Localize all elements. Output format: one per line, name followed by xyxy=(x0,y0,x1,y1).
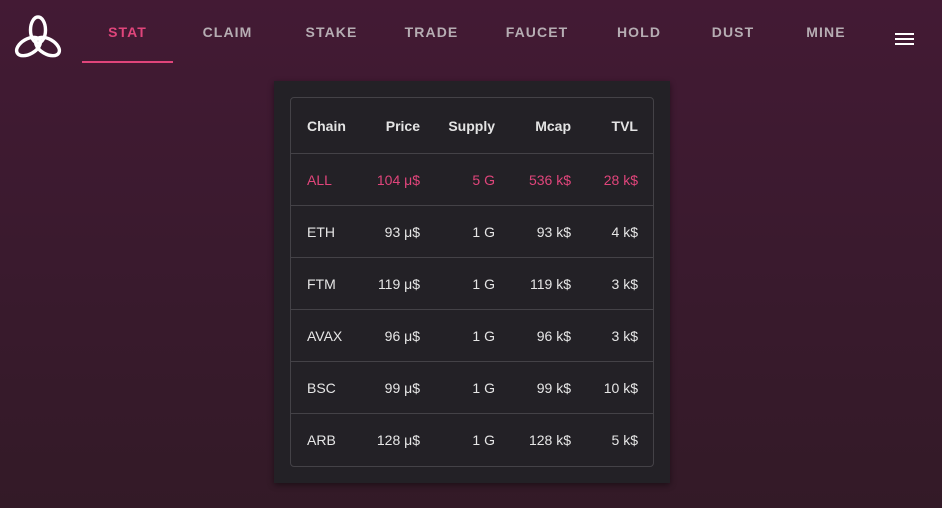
cell-mcap: 128 k$ xyxy=(528,432,571,448)
cell-tvl: 3 k$ xyxy=(611,275,638,292)
cell-price: 93 μ$ xyxy=(384,223,420,240)
column-header-price[interactable]: Price xyxy=(385,117,420,134)
column-header-supply[interactable]: Supply xyxy=(448,117,495,134)
cell-mcap: 93 k$ xyxy=(536,223,571,240)
tab-stake[interactable]: STAKE xyxy=(305,24,358,40)
cell-chain: BSC xyxy=(307,379,336,396)
cell-tvl: 5 k$ xyxy=(611,432,638,448)
cell-tvl: 10 k$ xyxy=(603,379,638,396)
cell-price: 119 μ$ xyxy=(377,275,420,292)
cell-supply: 5 G xyxy=(472,171,495,188)
table-row-all: ALL 104 μ$ 5 G 536 k$ 28 k$ xyxy=(291,154,653,206)
cell-price: 128 μ$ xyxy=(376,432,420,448)
cell-mcap: 96 k$ xyxy=(536,327,571,344)
cell-price: 99 μ$ xyxy=(384,379,420,396)
cell-mcap: 119 k$ xyxy=(530,275,571,292)
stats-table: Chain Price Supply Mcap TVL ALL 104 μ$ 5… xyxy=(290,97,654,467)
cell-supply: 1 G xyxy=(472,379,495,396)
tab-mine[interactable]: MINE xyxy=(806,24,846,40)
nav-tabs: STAT CLAIM STAKE TRADE FAUCET HOLD DUST … xyxy=(82,0,872,64)
cell-supply: 1 G xyxy=(472,327,495,344)
column-header-tvl[interactable]: TVL xyxy=(611,117,638,134)
cell-tvl: 3 k$ xyxy=(611,327,638,344)
table-header-row: Chain Price Supply Mcap TVL xyxy=(291,98,653,154)
table-row-bsc: BSC 99 μ$ 1 G 99 k$ 10 k$ xyxy=(291,362,653,414)
tab-faucet[interactable]: FAUCET xyxy=(505,24,569,40)
tab-trade[interactable]: TRADE xyxy=(404,24,459,40)
cell-tvl: 28 k$ xyxy=(603,171,638,188)
table-row-ftm: FTM 119 μ$ 1 G 119 k$ 3 k$ xyxy=(291,258,653,310)
cell-price: 104 μ$ xyxy=(376,171,420,188)
tab-hold[interactable]: HOLD xyxy=(616,24,662,40)
tab-dust[interactable]: DUST xyxy=(711,24,755,40)
column-header-chain[interactable]: Chain xyxy=(307,117,346,134)
column-header-mcap[interactable]: Mcap xyxy=(535,117,571,134)
tab-stat[interactable]: STAT xyxy=(82,0,173,64)
table-row-eth: ETH 93 μ$ 1 G 93 k$ 4 k$ xyxy=(291,206,653,258)
cell-price: 96 μ$ xyxy=(384,327,420,344)
cell-mcap: 536 k$ xyxy=(528,171,571,188)
cell-supply: 1 G xyxy=(472,432,495,448)
cell-supply: 1 G xyxy=(472,223,495,240)
cell-chain: ARB xyxy=(307,432,336,448)
cell-supply: 1 G xyxy=(472,275,495,292)
table-row-arb: ARB 128 μ$ 1 G 128 k$ 5 k$ xyxy=(291,414,653,466)
table-row-avax: AVAX 96 μ$ 1 G 96 k$ 3 k$ xyxy=(291,310,653,362)
hamburger-menu-icon[interactable] xyxy=(888,27,920,51)
cell-mcap: 99 k$ xyxy=(536,379,571,396)
app-bar: STAT CLAIM STAKE TRADE FAUCET HOLD DUST … xyxy=(0,0,942,76)
cell-chain: ETH xyxy=(307,223,335,240)
triquetra-logo-icon[interactable] xyxy=(12,14,64,62)
cell-chain: AVAX xyxy=(307,327,343,344)
tab-claim[interactable]: CLAIM xyxy=(202,24,253,40)
cell-chain: FTM xyxy=(307,275,336,292)
cell-tvl: 4 k$ xyxy=(611,223,638,240)
cell-chain: ALL xyxy=(307,171,332,188)
stats-card: Chain Price Supply Mcap TVL ALL 104 μ$ 5… xyxy=(274,81,670,483)
